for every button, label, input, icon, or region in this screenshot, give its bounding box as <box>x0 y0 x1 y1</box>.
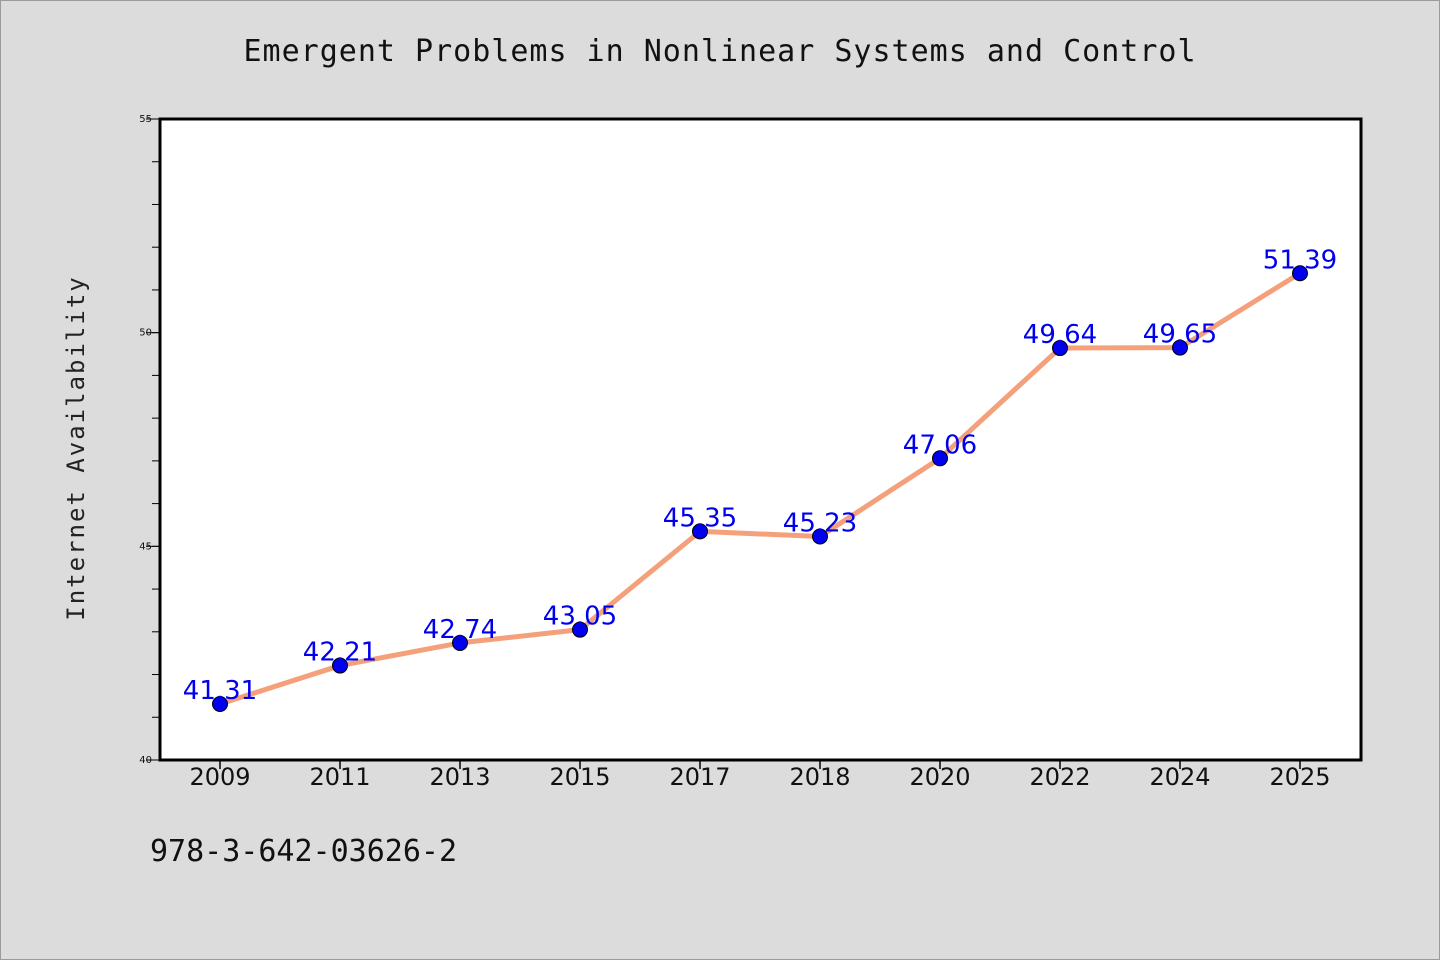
data-point <box>1052 340 1068 357</box>
x-tick-label: 2020 <box>909 763 970 791</box>
data-point <box>692 523 708 540</box>
data-label: 42.21 <box>303 638 377 668</box>
data-point <box>572 621 588 638</box>
y-tick-label: 55 <box>139 114 152 125</box>
series-line-group <box>212 265 1308 713</box>
isbn-text: 978-3-642-03626-2 <box>150 834 458 869</box>
data-label: 45.35 <box>663 503 737 533</box>
data-label: 42.74 <box>423 615 497 645</box>
data-label: 47.06 <box>903 430 977 460</box>
x-tick-label: 2022 <box>1029 763 1090 791</box>
x-tick-label: 2024 <box>1149 763 1210 791</box>
y-tick-label: 40 <box>139 755 152 766</box>
data-label: 49.65 <box>1143 320 1217 350</box>
y-axis-label: Internet Availability <box>62 275 90 620</box>
data-point <box>932 450 948 467</box>
data-point <box>1292 265 1308 282</box>
x-tick-label: 2009 <box>189 763 250 791</box>
data-label: 49.64 <box>1023 320 1097 350</box>
data-label: 51.39 <box>1263 245 1337 275</box>
x-tick-label: 2015 <box>549 763 610 791</box>
x-tick-label: 2013 <box>429 763 490 791</box>
data-point <box>812 528 828 545</box>
data-point <box>332 657 348 674</box>
y-tick-label: 45 <box>139 541 152 552</box>
x-tick-label: 2025 <box>1269 763 1330 791</box>
data-label: 41.31 <box>183 676 257 706</box>
y-axis-ticks: 40 45 50 55 <box>139 114 160 766</box>
plot-area <box>158 117 1363 762</box>
chart-title: Emergent Problems in Nonlinear Systems a… <box>243 34 1197 69</box>
y-tick-label: 50 <box>139 328 152 339</box>
data-point <box>212 696 228 713</box>
x-tick-label: 2017 <box>669 763 730 791</box>
x-axis-ticks: 2009 2011 2013 2015 2017 2018 2020 2022 2024 2025 <box>189 760 1331 791</box>
data-label: 45.23 <box>783 509 857 539</box>
x-tick-label: 2018 <box>789 763 850 791</box>
data-labels: 41.31 42.21 42.74 43.05 45.35 45.23 47.06 49.64… <box>183 245 1337 706</box>
data-point <box>452 634 468 651</box>
data-label: 43.05 <box>543 602 617 632</box>
data-point <box>1172 339 1188 356</box>
series-line <box>217 270 1303 707</box>
x-tick-label: 2011 <box>309 763 370 791</box>
